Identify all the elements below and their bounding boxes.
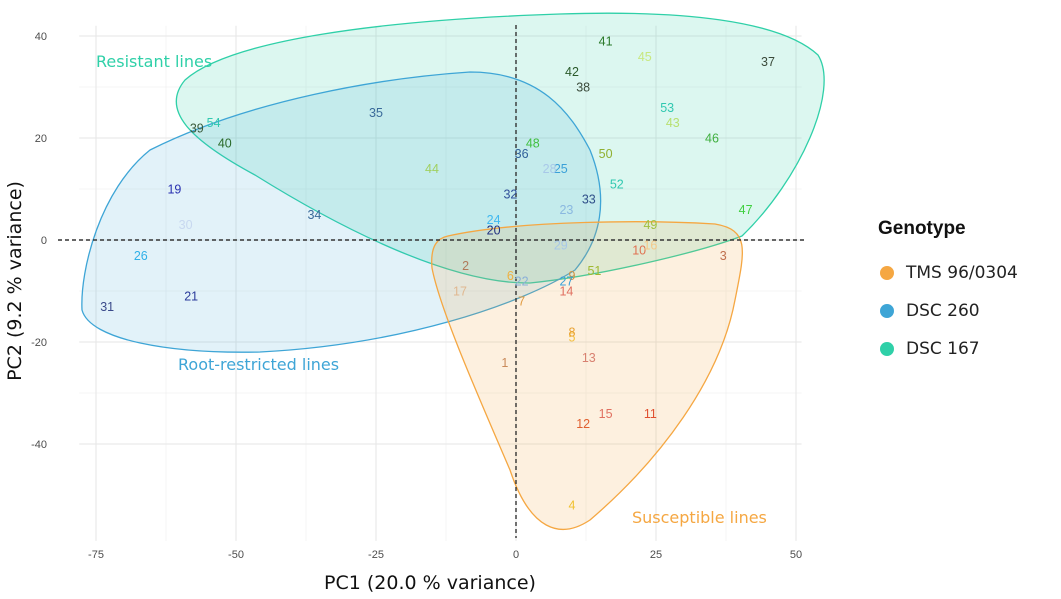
hull-susceptible-lines [431,221,743,530]
point-label: 20 [487,223,501,237]
point-label: 51 [587,264,601,278]
point-label: 1 [501,356,508,370]
x-tick-label: 0 [513,549,519,561]
point-label: 43 [666,116,680,130]
point-label: 37 [761,55,775,69]
legend-swatch [880,266,894,280]
point-label: 11 [644,407,657,421]
x-tick-label: 25 [650,549,662,561]
plot-background [53,22,807,540]
point-label: 36 [515,147,529,161]
point-label: 54 [207,116,221,130]
x-tick-label: -75 [88,549,104,561]
x-tick-label: 50 [790,549,802,561]
legend-item-dsc260: DSC 260 [878,292,1018,330]
point-label: 40 [218,137,232,151]
point-label: 46 [705,132,719,146]
point-label: 4 [569,499,576,513]
point-label: 52 [610,177,624,191]
point-label: 2 [462,259,469,273]
group-label-resistant: Resistant lines [96,52,212,71]
legend-label: DSC 260 [906,301,980,321]
point-label: 22 [515,274,529,288]
hull-root-restricted-lines [81,71,602,353]
point-label: 30 [179,218,193,232]
point-label: 44 [425,162,439,176]
point-label: 6 [507,269,514,283]
point-label: 21 [184,290,198,304]
y-tick-label: 0 [41,235,47,247]
x-tick-labels: -75 -50 -25 0 25 50 [88,549,802,561]
point-label: 48 [526,137,540,151]
point-label: 3 [720,249,727,263]
legend: Genotype TMS 96/0304 DSC 260 DSC 167 [878,218,1018,368]
point-label: 47 [739,203,753,217]
minor-gridlines [79,25,802,541]
y-tick-label: -40 [31,439,47,451]
x-axis-title: PC1 (20.0 % variance) [324,572,536,594]
point-label: 24 [487,213,501,227]
y-tick-labels: -40 -20 0 20 40 [31,31,47,451]
point-label: 8 [569,325,576,339]
point-label: 25 [554,162,568,176]
point-label: 7 [518,295,525,309]
point-label: 41 [599,35,613,49]
point-label: 26 [134,249,148,263]
point-label: 13 [582,351,596,365]
point-label: 38 [576,81,590,95]
x-tick-label: -50 [228,549,244,561]
major-gridlines [79,25,802,541]
y-tick-label: -20 [31,337,47,349]
y-axis-title: PC2 (9.2 % variance) [4,181,26,381]
point-label: 16 [643,239,657,253]
point-label: 35 [369,106,383,120]
y-tick-label: 20 [35,133,47,145]
legend-title: Genotype [878,218,966,239]
legend-label: DSC 167 [906,339,980,359]
group-label-root-restricted: Root-restricted lines [178,355,339,374]
point-label: 42 [565,65,579,79]
point-label: 9 [569,269,576,283]
point-label: 10 [632,244,646,258]
point-label: 39 [190,121,204,135]
point-label: 49 [643,218,657,232]
legend-swatch [880,304,894,318]
legend-swatch [880,342,894,356]
point-label: 23 [559,203,573,217]
group-label-susceptible: Susceptible lines [632,508,767,527]
point-label: 27 [559,274,573,288]
point-label: 28 [543,162,557,176]
point-label: 32 [503,188,517,202]
point-label: 5 [569,330,576,344]
y-tick-label: 40 [35,31,47,43]
point-label: 50 [599,147,613,161]
point-label: 29 [554,239,568,253]
point-label: 14 [559,285,573,299]
hull-resistant-lines [175,12,825,284]
point-labels: 1234567891011121314151617192021222324252… [100,35,775,513]
point-label: 33 [582,193,596,207]
point-label: 15 [599,407,613,421]
point-label: 12 [576,417,590,431]
legend-item-dsc167: DSC 167 [878,330,1018,368]
legend-label: TMS 96/0304 [906,263,1018,283]
legend-item-tms: TMS 96/0304 [878,254,1018,292]
point-label: 45 [638,50,652,64]
point-label: 31 [100,300,114,314]
point-label: 17 [453,285,467,299]
x-tick-label: -25 [368,549,384,561]
point-label: 53 [660,101,674,115]
point-label: 19 [167,183,181,197]
point-label: 34 [307,208,321,222]
